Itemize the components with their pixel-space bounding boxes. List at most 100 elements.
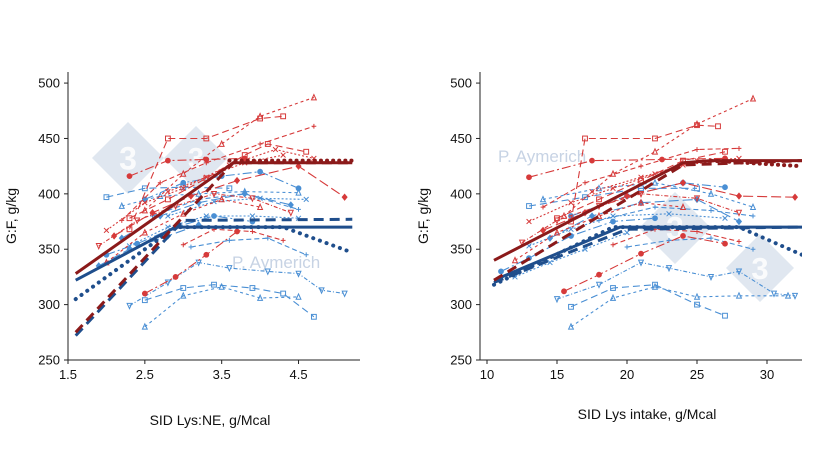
study-blue-1-line	[106, 186, 230, 198]
y-tick-label: 350	[38, 242, 60, 257]
study-blue-8-point	[211, 281, 217, 288]
study-blue-4-point	[708, 208, 714, 213]
study-red-8-point	[554, 215, 560, 222]
study-blue-1-point	[526, 203, 532, 209]
watermark-text-right: P. Aymerich	[498, 147, 586, 166]
study-red-6-point	[679, 179, 687, 187]
study-blue-7-point	[735, 268, 743, 276]
x-tick-label: 3.5	[213, 367, 231, 382]
study-blue-12-point	[165, 213, 171, 219]
study-red-2-point	[749, 94, 757, 102]
study-blue-5-point	[666, 211, 672, 217]
study-blue-2-point	[595, 184, 603, 192]
study-red-10-point	[638, 250, 644, 257]
study-red-2-point	[141, 206, 149, 214]
study-blue-11	[624, 235, 756, 252]
study-blue-3-point	[722, 184, 728, 191]
study-red-10-line	[144, 231, 238, 294]
study-red-9	[511, 198, 687, 264]
study-red-2-point	[180, 169, 187, 177]
study-blue-12-point	[257, 195, 263, 202]
study-red-3-point	[126, 173, 133, 180]
x-tick-label: 10	[480, 367, 494, 382]
study-red-1-point	[694, 122, 700, 129]
study-red-5-point	[568, 199, 574, 206]
study-blue-9-point	[784, 291, 792, 299]
study-red-1-line	[128, 115, 284, 230]
study-blue-6-point	[241, 190, 248, 198]
study-red-8-line	[129, 143, 307, 219]
study-blue-5-point	[249, 213, 256, 219]
study-blue-7-point	[707, 274, 715, 282]
study-red-10-point	[561, 288, 567, 295]
study-red-10-point	[203, 251, 210, 258]
watermark-logo-digit: 3	[751, 251, 768, 286]
fit-blue-dashed	[74, 217, 353, 337]
study-blue-9-point	[256, 293, 264, 301]
study-blue-11-point	[708, 235, 714, 241]
study-blue-8-point	[694, 301, 700, 308]
study-blue-6-point	[735, 217, 743, 226]
study-red-1-point	[280, 113, 287, 120]
study-red-7	[95, 190, 295, 251]
y-tick-label: 450	[38, 131, 60, 146]
study-blue-12-line	[167, 197, 307, 217]
study-red-9	[103, 195, 264, 266]
study-red-12-line	[591, 160, 726, 193]
study-blue-1-point	[103, 194, 110, 201]
study-blue-10-point	[610, 218, 616, 225]
study-blue-11-point	[750, 246, 756, 252]
study-blue-3-point	[295, 185, 302, 192]
study-blue-7-point	[791, 292, 799, 300]
study-red-10-point	[596, 271, 602, 278]
study-blue-11-point	[226, 237, 232, 243]
x-tick-label: 15	[550, 367, 564, 382]
study-red-1-point	[652, 135, 658, 142]
study-blue-8-point	[141, 297, 148, 304]
study-red-4	[119, 123, 317, 223]
study-blue-2-point	[749, 203, 757, 211]
study-blue-9	[141, 282, 302, 330]
study-blue-9	[567, 282, 792, 330]
study-red-9-point	[141, 228, 149, 236]
study-blue-11-point	[624, 244, 630, 250]
study-red-1-line	[570, 124, 719, 222]
study-red-2-point	[310, 93, 318, 101]
study-blue-7-line	[129, 261, 345, 307]
study-blue-1-line	[528, 187, 697, 207]
study-red-8-point	[164, 196, 171, 203]
study-blue-12-point	[547, 259, 553, 266]
study-red-10	[561, 233, 728, 295]
y-tick-label: 250	[38, 353, 60, 368]
y-tick-label: 500	[38, 76, 60, 91]
study-blue-5-point	[610, 213, 616, 219]
study-red-4-point	[203, 160, 209, 166]
watermark-logo-left-a: 3	[92, 122, 164, 194]
study-red-12-point	[280, 152, 286, 158]
study-blue-10-line	[500, 217, 656, 272]
study-blue-11-point	[265, 235, 271, 241]
study-red-7-point	[95, 243, 102, 251]
study-red-4-point	[694, 147, 700, 152]
study-blue-13-line	[98, 224, 199, 267]
study-red-4-point	[638, 163, 644, 169]
study-red-9-point	[595, 211, 603, 219]
study-blue-2-line	[542, 182, 754, 208]
chart-lys-ne: 250 300 350 400 450 500 1.5 2.5 3.5 4.5 SID Lys:N…	[3, 72, 360, 428]
study-red-5-point	[142, 199, 148, 206]
fit-blue-solid	[74, 225, 353, 282]
fit-blue-solid	[493, 225, 802, 282]
study-blue-8-point	[249, 285, 256, 291]
study-blue-7	[553, 259, 799, 304]
study-red-2-line	[563, 98, 754, 217]
x-tick-label: 20	[620, 367, 634, 382]
fit-blue-dotted	[492, 225, 802, 287]
study-red-6-point	[623, 192, 631, 200]
study-red-11-point	[610, 242, 616, 248]
study-blue-8-point	[652, 281, 658, 288]
study-red-1-point	[582, 135, 588, 142]
study-red-5-point	[180, 185, 187, 192]
study-blue-8-point	[180, 285, 187, 291]
study-red-7-point	[518, 239, 526, 247]
study-blue-2-point	[157, 191, 164, 199]
